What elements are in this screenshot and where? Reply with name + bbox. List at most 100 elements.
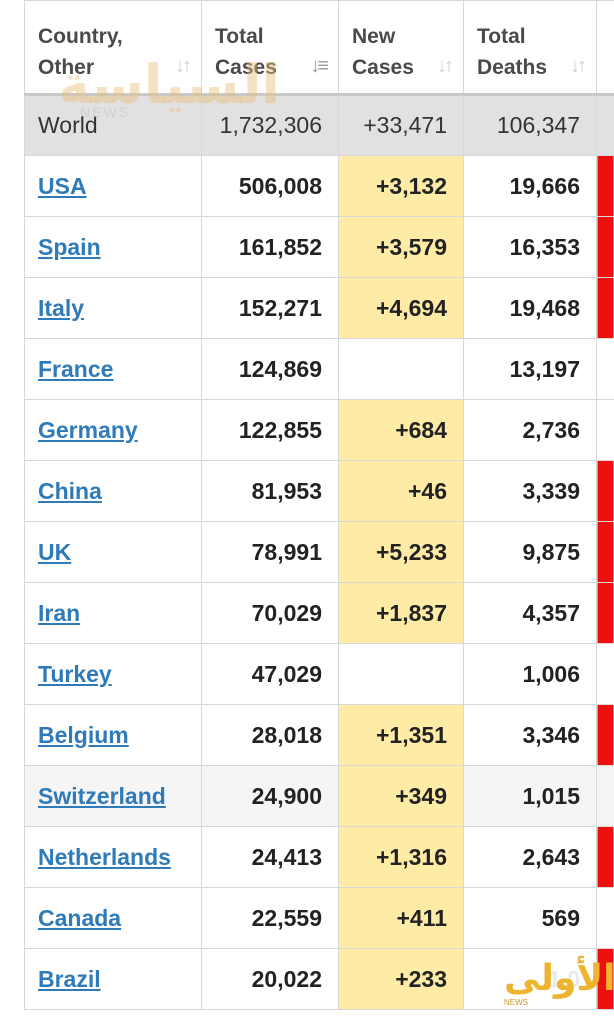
header-label-line2: Cases [352, 56, 414, 79]
total-deaths-cell: 19,666 [463, 155, 597, 217]
world-new-cases: +33,471 [338, 94, 464, 156]
sort-icon[interactable]: ↓↑ [570, 55, 587, 77]
world-row: World 1,732,306 +33,471 106,347 [24, 94, 614, 156]
total-deaths-cell: 1,006 [463, 643, 597, 705]
table-row: UK 78,991 +5,233 9,875 [24, 521, 614, 583]
header-label-line1: Total [477, 25, 526, 48]
country-link[interactable]: Switzerland [38, 782, 166, 809]
world-new-deaths [596, 94, 614, 156]
sort-desc-icon[interactable]: ↓≡ [310, 55, 329, 77]
table-row: Italy 152,271 +4,694 19,468 [24, 277, 614, 339]
new-cases-cell: +1,351 [338, 704, 464, 766]
total-deaths-cell: 13,197 [463, 338, 597, 400]
country-cell: Iran [24, 582, 202, 644]
world-total-deaths: 106,347 [463, 94, 597, 156]
header-new-deaths-partial[interactable] [596, 0, 614, 96]
country-link[interactable]: UK [38, 538, 72, 565]
sort-icon[interactable]: ↓↑ [437, 55, 454, 77]
total-cases-cell: 152,271 [201, 277, 339, 339]
country-link[interactable]: USA [38, 172, 87, 199]
header-label-line2: Deaths [477, 56, 548, 79]
table-row: Canada 22,559 +411 569 [24, 887, 614, 949]
country-link[interactable]: Netherlands [38, 843, 171, 870]
new-cases-cell: +4,694 [338, 277, 464, 339]
header-total-deaths[interactable]: Total Deaths ↓↑ [463, 0, 597, 96]
watermark-logo-bottom: الأولى [504, 958, 614, 999]
header-label-line1: Country, [38, 25, 123, 48]
total-deaths-cell: 1,015 [463, 765, 597, 827]
new-cases-cell [338, 643, 464, 705]
new-cases-cell: +349 [338, 765, 464, 827]
country-cell: Italy [24, 277, 202, 339]
new-deaths-cell [596, 948, 614, 1010]
country-cell: Canada [24, 887, 202, 949]
total-cases-cell: 28,018 [201, 704, 339, 766]
header-label-line2: Other [38, 56, 95, 79]
country-cell: China [24, 460, 202, 522]
header-total-cases[interactable]: Total Cases ↓≡ [201, 0, 339, 96]
country-link[interactable]: Brazil [38, 965, 101, 992]
total-deaths-cell: 569 [463, 887, 597, 949]
new-deaths-cell [596, 887, 614, 949]
total-cases-cell: 47,029 [201, 643, 339, 705]
new-cases-cell: +46 [338, 460, 464, 522]
header-country[interactable]: Country, Other ↓↑ [24, 0, 202, 96]
country-link[interactable]: Spain [38, 233, 101, 260]
total-deaths-cell: 9,875 [463, 521, 597, 583]
total-deaths-cell: 2,643 [463, 826, 597, 888]
total-cases-cell: 124,869 [201, 338, 339, 400]
new-cases-cell: +3,132 [338, 155, 464, 217]
left-margin [0, 0, 24, 1024]
country-cell: Spain [24, 216, 202, 278]
total-cases-cell: 24,900 [201, 765, 339, 827]
new-deaths-cell [596, 460, 614, 522]
country-cell: France [24, 338, 202, 400]
table-row: France 124,869 13,197 [24, 338, 614, 400]
country-link[interactable]: Belgium [38, 721, 129, 748]
table-row: Spain 161,852 +3,579 16,353 [24, 216, 614, 278]
country-link[interactable]: Canada [38, 904, 122, 931]
country-link[interactable]: Iran [38, 599, 81, 626]
total-deaths-cell: 19,468 [463, 277, 597, 339]
country-link[interactable]: Turkey [38, 660, 112, 687]
new-cases-cell: +411 [338, 887, 464, 949]
header-new-cases[interactable]: New Cases ↓↑ [338, 0, 464, 96]
table-row: Turkey 47,029 1,006 [24, 643, 614, 705]
country-link[interactable]: France [38, 355, 114, 382]
country-cell: USA [24, 155, 202, 217]
total-cases-cell: 78,991 [201, 521, 339, 583]
country-cell: Belgium [24, 704, 202, 766]
new-deaths-cell [596, 216, 614, 278]
new-cases-cell: +1,316 [338, 826, 464, 888]
table-row: China 81,953 +46 3,339 [24, 460, 614, 522]
new-cases-cell: +233 [338, 948, 464, 1010]
new-deaths-cell [596, 521, 614, 583]
header-label-line1: New [352, 25, 396, 48]
new-deaths-cell [596, 826, 614, 888]
country-link[interactable]: Italy [38, 294, 85, 321]
total-cases-cell: 506,008 [201, 155, 339, 217]
table-row: Netherlands 24,413 +1,316 2,643 [24, 826, 614, 888]
table-row: Germany 122,855 +684 2,736 [24, 399, 614, 461]
total-cases-cell: 24,413 [201, 826, 339, 888]
country-link[interactable]: Germany [38, 416, 138, 443]
watermark-news-top: NEWS [80, 104, 130, 120]
header-label-line2: Cases [215, 56, 277, 79]
new-cases-cell: +1,837 [338, 582, 464, 644]
new-deaths-cell [596, 399, 614, 461]
country-cell: Brazil [24, 948, 202, 1010]
total-deaths-cell: 4,357 [463, 582, 597, 644]
country-cell: UK [24, 521, 202, 583]
country-cell: Switzerland [24, 765, 202, 827]
total-deaths-cell: 16,353 [463, 216, 597, 278]
sort-icon[interactable]: ↓↑ [175, 55, 192, 77]
new-deaths-cell [596, 765, 614, 827]
total-cases-cell: 22,559 [201, 887, 339, 949]
table-row: Switzerland 24,900 +349 1,015 [24, 765, 614, 827]
world-total-cases: 1,732,306 [201, 94, 339, 156]
country-link[interactable]: China [38, 477, 102, 504]
new-deaths-cell [596, 277, 614, 339]
header-label-line1: Total [215, 25, 264, 48]
country-cell: Netherlands [24, 826, 202, 888]
